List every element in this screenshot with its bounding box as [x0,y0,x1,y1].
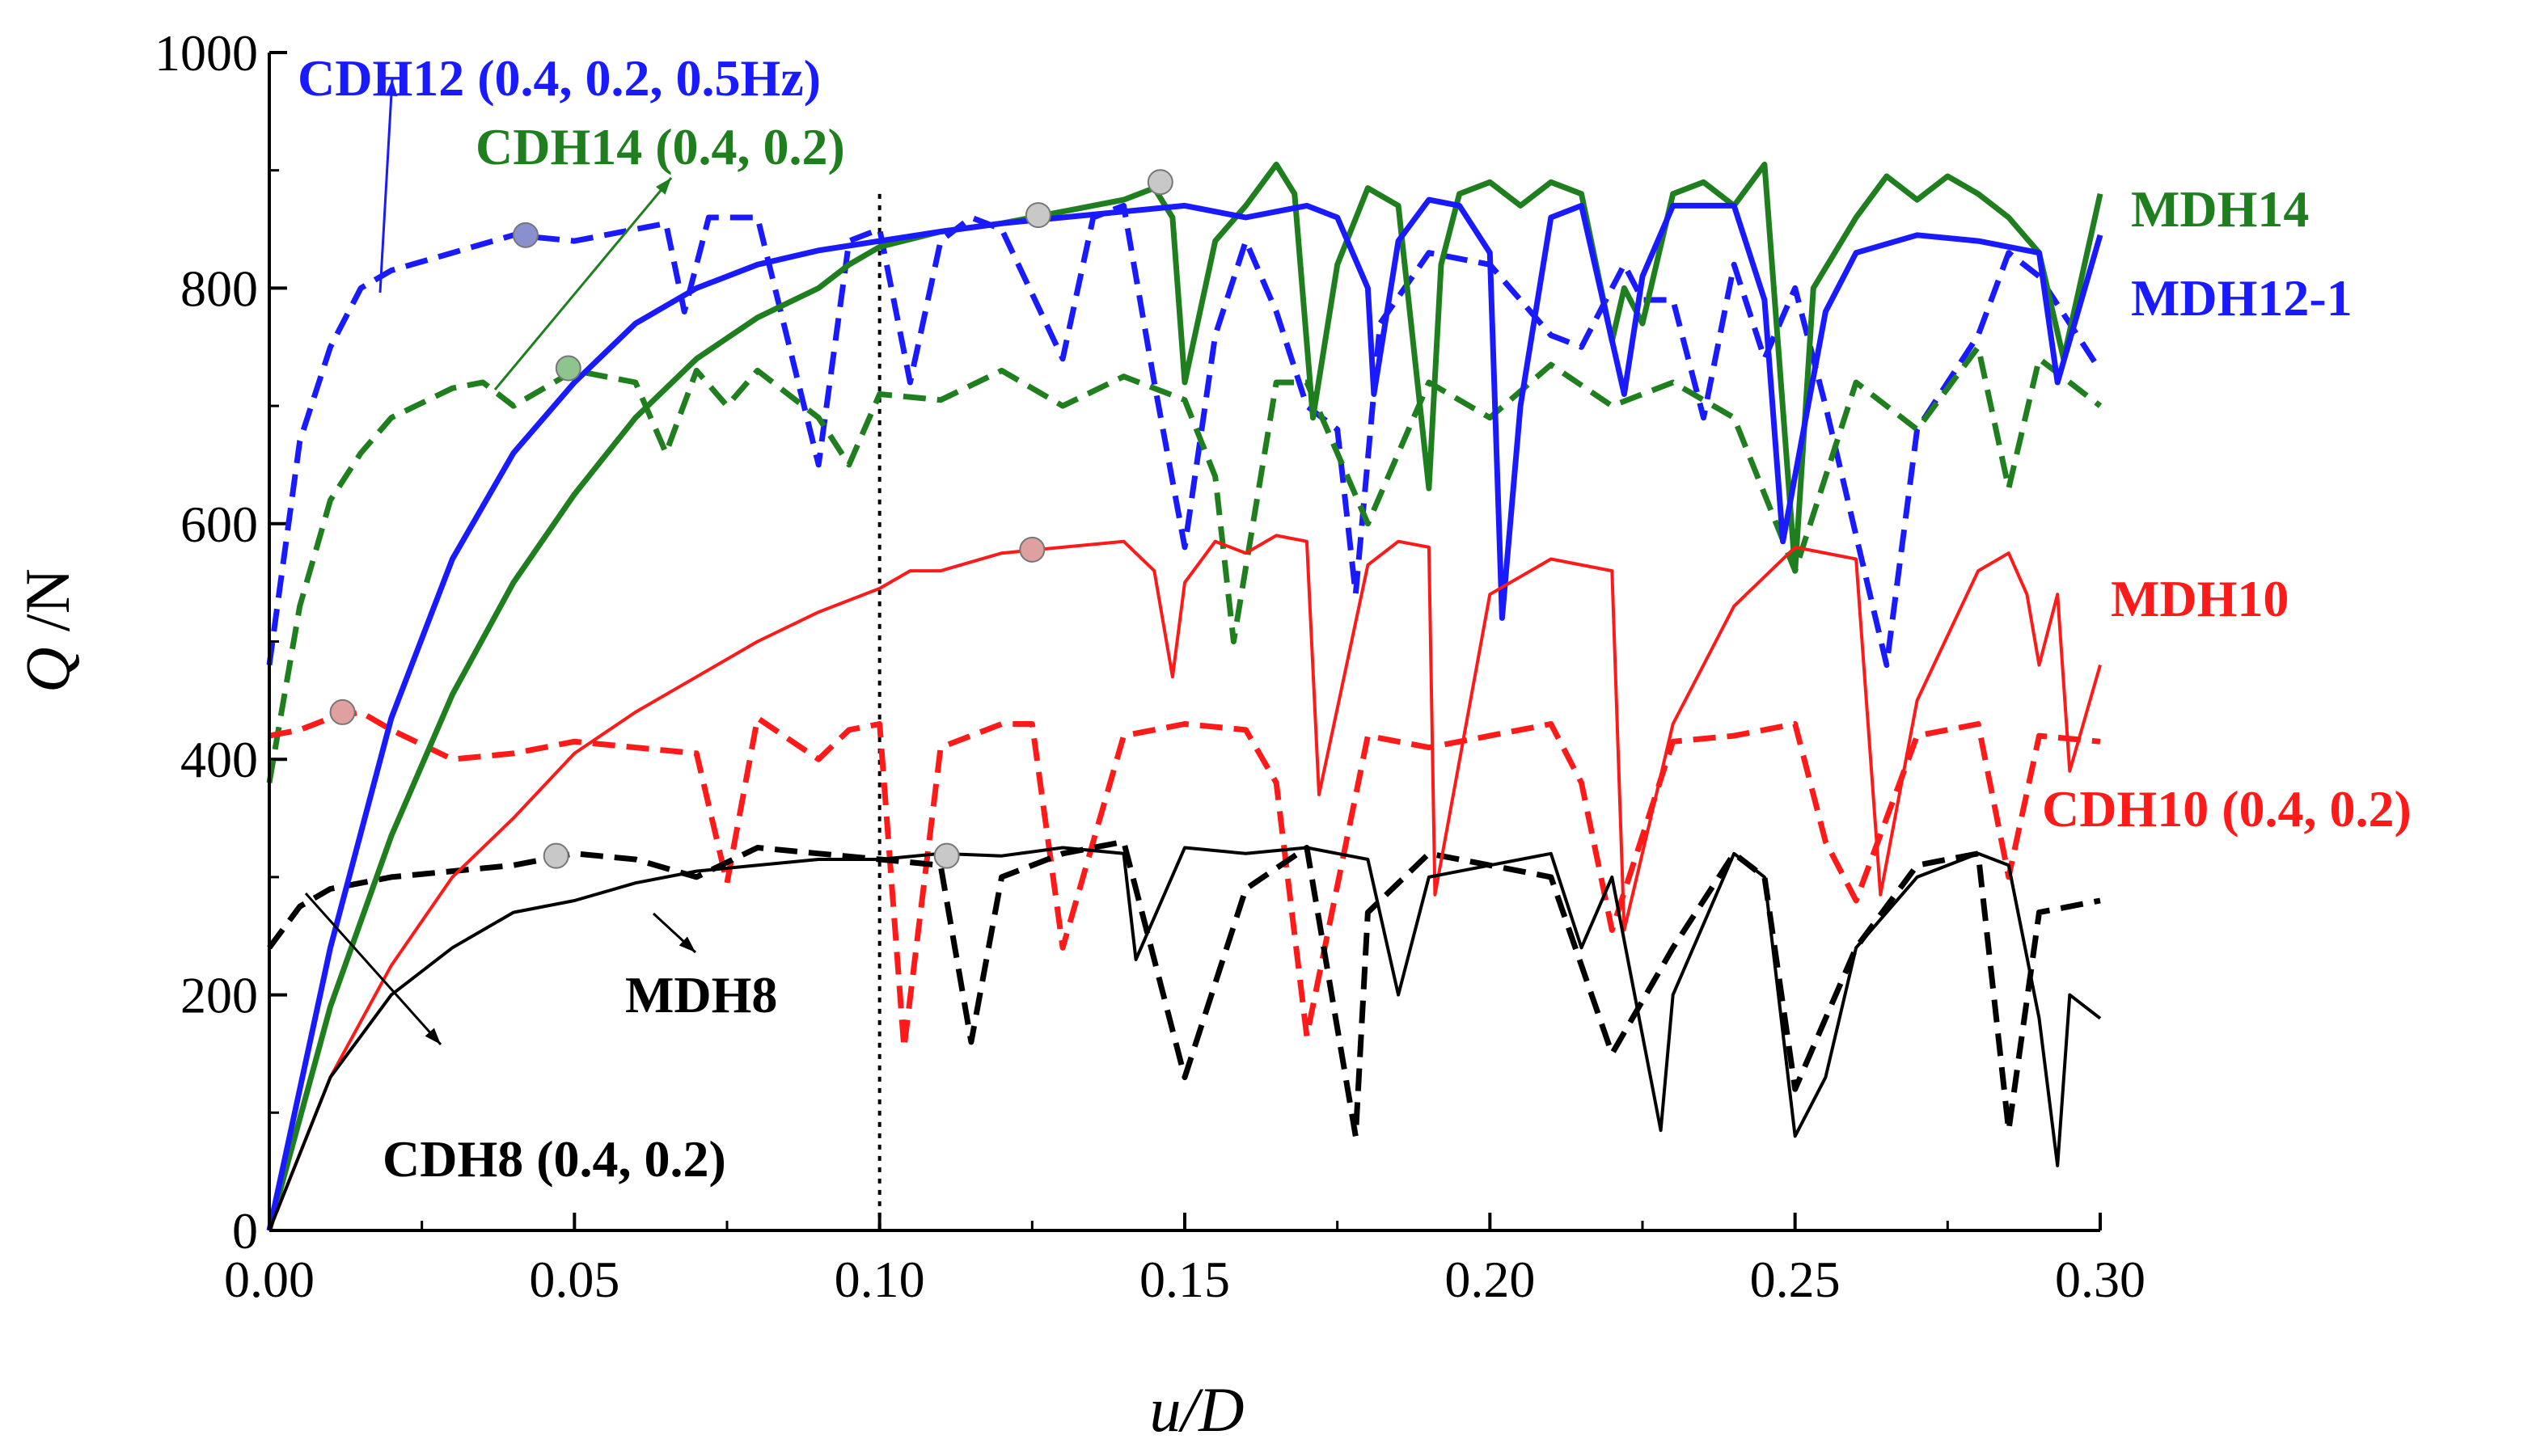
label-cdh12: CDH12 (0.4, 0.2, 0.5Hz) [298,49,821,107]
y-tick-label: 0 [232,1202,258,1260]
arrow-cdh8 [304,893,442,1045]
series-lines [266,161,2103,1231]
label-mdh12-1: MDH12-1 [2131,269,2353,327]
marker-point [1019,536,1046,563]
marker-point [933,842,960,869]
y-tick-label: 1000 [154,24,258,82]
marker-point [543,842,569,869]
label-cdh8: CDH8 (0.4, 0.2) [383,1130,726,1188]
series-line-cdh10-0-4-0-2 [268,709,2101,1051]
x-tick-label: 0.15 [1139,1251,1230,1308]
x-tick-label: 0.10 [835,1251,925,1308]
arrow-cdh8-head [425,1028,441,1045]
series-line-mdh8 [268,846,2102,1231]
y-axis-unit: /N [12,568,82,648]
marker-point [555,355,581,382]
arrow-cdh14-head [655,178,671,195]
data-markers [329,169,1173,869]
marker-point [329,698,356,725]
arrow-mdh8-head [679,936,695,952]
annotation-arrows [304,78,697,1045]
series-line-cdh8-0-4-0-2 [267,838,2101,1139]
series-annotations: CDH12 (0.4, 0.2, 0.5Hz) CDH14 (0.4, 0.2)… [298,49,2412,1188]
series-line-cdh14-0-4-0-2 [266,344,2103,783]
series-line-mdh10 [268,534,2102,1231]
label-cdh10: CDH10 (0.4, 0.2) [2042,780,2412,838]
arrow-cdh12-head [385,79,398,97]
x-tick-labels: 0.00 0.05 0.10 0.15 0.20 0.25 0.30 [224,1251,2145,1308]
y-tick-label: 800 [180,260,258,317]
x-tick-label: 0.20 [1444,1251,1535,1308]
plot-frame [268,53,2100,1232]
axis-ticks [268,51,2102,1232]
marker-point [1025,202,1051,229]
x-axis-variable: u [1150,1374,1182,1445]
y-tick-label: 200 [180,967,258,1024]
y-tick-label: 600 [180,496,258,553]
y-tick-labels: 0 200 400 600 800 1000 [154,24,258,1260]
series-line-mdh14 [266,161,2103,1231]
x-tick-label: 0.30 [2055,1251,2145,1308]
y-axis-variable: Q [12,648,82,693]
arrow-cdh14 [493,177,673,390]
x-axis-divisor: /D [1178,1374,1245,1445]
label-cdh14: CDH14 (0.4, 0.2) [476,118,845,175]
x-axis-title: u/D [1150,1374,1245,1445]
arrow-cdh12 [378,78,394,293]
marker-point [1147,169,1173,196]
y-axis-title: Q /N [12,568,82,693]
label-mdh14: MDH14 [2131,180,2309,238]
x-tick-label: 0.00 [224,1251,315,1308]
x-tick-label: 0.05 [529,1251,619,1308]
series-line-mdh12-1 [266,196,2103,1231]
x-tick-label: 0.25 [1750,1251,1841,1308]
label-mdh8: MDH8 [625,966,777,1023]
label-mdh10: MDH10 [2111,570,2289,627]
y-tick-label: 400 [180,731,258,788]
series-line-cdh12-0-4-0-2-0-5hz [266,202,2103,669]
marker-point [512,222,539,248]
